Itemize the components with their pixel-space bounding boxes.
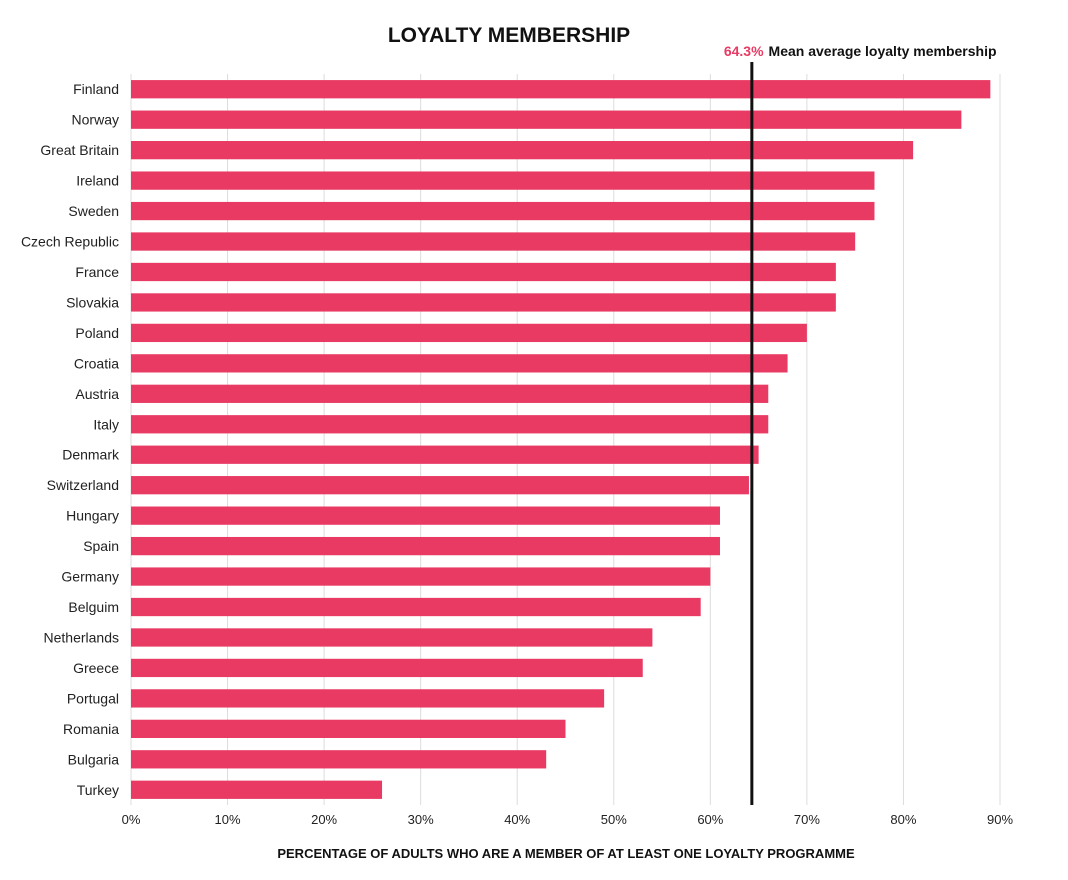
- category-label: Spain: [83, 538, 119, 554]
- mean-annotation: 64.3% Mean average loyalty membership: [724, 43, 997, 59]
- bar: [131, 110, 962, 129]
- bar: [131, 384, 769, 403]
- mean-value-label: 64.3%: [724, 43, 764, 59]
- category-label: Sweden: [68, 203, 119, 219]
- category-label: Greece: [73, 660, 119, 676]
- bar: [131, 750, 547, 769]
- bars: [131, 80, 991, 799]
- bar: [131, 780, 383, 799]
- bar: [131, 445, 759, 464]
- x-tick-label: 80%: [890, 812, 916, 827]
- category-label: Finland: [73, 81, 119, 97]
- category-label: France: [75, 264, 119, 280]
- bar: [131, 415, 769, 434]
- bar: [131, 719, 566, 738]
- category-label: Austria: [75, 386, 119, 402]
- bar: [131, 506, 720, 525]
- category-label: Bulgaria: [68, 751, 120, 767]
- x-tick-label: 90%: [987, 812, 1013, 827]
- bar: [131, 293, 836, 312]
- bar: [131, 689, 605, 708]
- category-label: Netherlands: [44, 629, 120, 645]
- category-label: Belguim: [68, 599, 119, 615]
- bar: [131, 80, 991, 99]
- bar: [131, 323, 807, 343]
- x-tick-label: 20%: [311, 812, 337, 827]
- category-labels: Finland Norway Great Britain Ireland Sweden C…: [21, 81, 120, 798]
- x-tick-label: 0%: [122, 812, 141, 827]
- bar: [131, 597, 701, 617]
- bar: [131, 658, 643, 678]
- category-label: Turkey: [77, 782, 119, 798]
- category-label: Hungary: [66, 508, 119, 524]
- category-label: Croatia: [74, 355, 119, 371]
- category-label: Germany: [61, 569, 119, 585]
- bar: [131, 628, 653, 647]
- bar: [131, 354, 788, 373]
- gridlines: [130, 74, 1001, 805]
- category-label: Czech Republic: [21, 234, 119, 250]
- bar: [131, 476, 749, 495]
- mean-reference: 64.3% Mean average loyalty membership: [724, 43, 997, 805]
- category-label: Romania: [63, 721, 119, 737]
- category-label: Ireland: [76, 173, 119, 189]
- category-label: Portugal: [67, 690, 119, 706]
- category-label: Denmark: [62, 447, 120, 463]
- x-tick-label: 30%: [408, 812, 434, 827]
- bar: [131, 171, 875, 190]
- x-tick-label: 60%: [697, 812, 723, 827]
- bar: [131, 201, 875, 221]
- x-tick-label: 70%: [794, 812, 820, 827]
- x-tick-label: 10%: [215, 812, 241, 827]
- bar: [131, 262, 836, 282]
- category-label: Slovakia: [66, 294, 119, 310]
- category-label: Switzerland: [47, 477, 119, 493]
- bar: [131, 536, 720, 556]
- bar: [131, 567, 711, 586]
- category-label: Norway: [72, 112, 119, 128]
- chart-title: LOYALTY MEMBERSHIP: [388, 24, 630, 47]
- bar: [131, 232, 856, 251]
- bar: [131, 141, 914, 160]
- x-tick-label: 40%: [504, 812, 530, 827]
- x-tick-label: 50%: [601, 812, 627, 827]
- mean-text-label: Mean average loyalty membership: [769, 43, 997, 59]
- x-axis-ticks: 0% 10% 20% 30% 40% 50% 60% 70% 80% 90%: [122, 812, 1014, 827]
- category-label: Great Britain: [40, 142, 119, 158]
- x-axis-label: PERCENTAGE OF ADULTS WHO ARE A MEMBER OF…: [277, 846, 855, 861]
- category-label: Italy: [93, 416, 119, 432]
- category-label: Poland: [75, 325, 119, 341]
